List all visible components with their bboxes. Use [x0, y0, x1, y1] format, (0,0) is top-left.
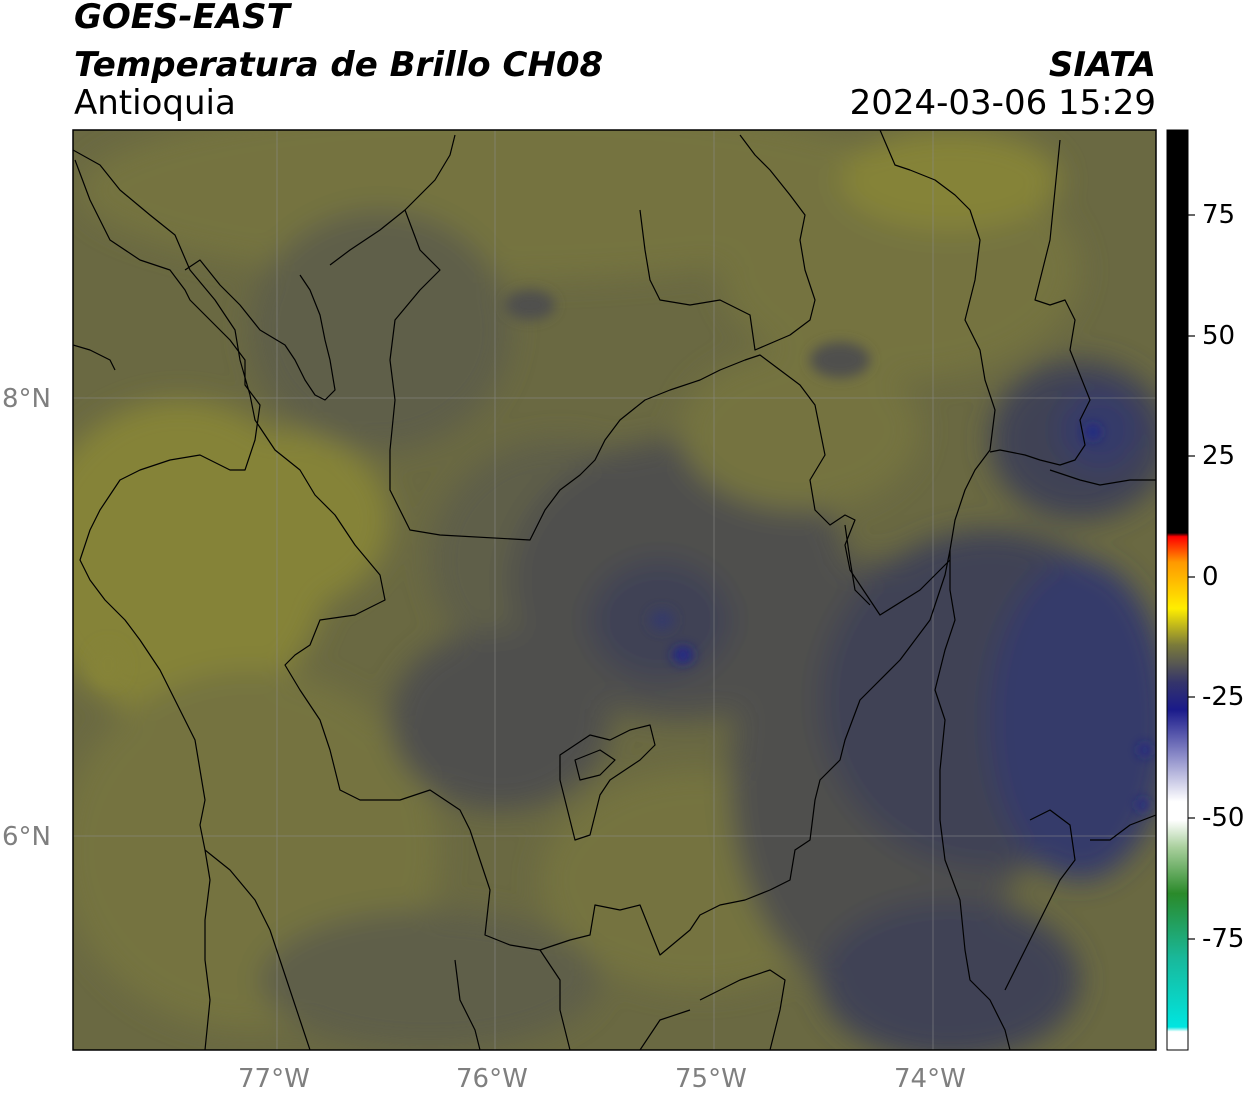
- field-region-6: [250, 210, 510, 450]
- dept-far-east: [989, 139, 1156, 486]
- colorbar-label-minus-75: -75: [1202, 924, 1245, 954]
- colorbar-label-75: 75: [1202, 200, 1236, 230]
- field-region-10: [390, 630, 610, 810]
- title-line-2: Temperatura de Brillo CH08: [74, 45, 604, 85]
- dept-ne: [639, 134, 816, 351]
- coast-west: [74, 159, 261, 1050]
- graticule: [73, 130, 1156, 1050]
- lon-label-74w: 74°W: [894, 1064, 966, 1094]
- field-region-19: [840, 130, 1060, 230]
- datetime-label: 2024-03-06 15:29: [849, 83, 1156, 123]
- administrative-boundaries: [73, 130, 1156, 1050]
- agency-label: SIATA: [1048, 45, 1156, 85]
- lake-dept-right: [844, 524, 871, 606]
- dept-south: [454, 949, 786, 1050]
- map-frame: [72, 129, 1157, 1051]
- colorbar-ticks: [1188, 214, 1195, 940]
- field-region-22: [1086, 425, 1100, 439]
- colorbar: [1166, 129, 1189, 1051]
- colorbar-label-minus-25: -25: [1202, 682, 1245, 712]
- region-label: Antioquia: [74, 83, 236, 123]
- field-region-24: [1137, 799, 1149, 811]
- field-region-25: [650, 610, 674, 630]
- lon-label-77w: 77°W: [238, 1064, 310, 1094]
- temperature-field: [73, 130, 1156, 1050]
- field-region-2: [170, 430, 390, 610]
- coast-north: [329, 134, 456, 266]
- field-region-16: [1060, 390, 1140, 470]
- field-region-18: [680, 350, 920, 510]
- lat-label-6n: 6°N: [2, 822, 51, 852]
- colorbar-label-0: 0: [1202, 562, 1219, 592]
- field-region-23: [1139, 744, 1151, 756]
- field-region-17: [820, 900, 1080, 1050]
- field-region-26: [505, 290, 555, 320]
- lon-label-76w: 76°W: [456, 1064, 528, 1094]
- lon-label-75w: 75°W: [675, 1064, 747, 1094]
- field-region-8: [260, 910, 600, 1050]
- colorbar-label-25: 25: [1202, 441, 1236, 471]
- coastline: [73, 149, 951, 956]
- lat-label-8n: 8°N: [2, 384, 51, 414]
- field-region-27: [810, 342, 870, 378]
- dept-south-east: [1004, 809, 1156, 991]
- dept-north: [389, 209, 951, 616]
- field-region-0: [80, 130, 920, 280]
- river-atrato: [73, 259, 336, 401]
- field-region-20: [90, 643, 126, 687]
- medellin-valley: [559, 724, 656, 841]
- colorbar-label-minus-50: -50: [1202, 803, 1245, 833]
- field-region-15: [990, 560, 1156, 880]
- colorbar-label-50: 50: [1202, 321, 1236, 351]
- field-region-21: [673, 647, 693, 663]
- title-line-1: GOES-EAST: [74, 0, 290, 37]
- sw-river: [204, 849, 311, 1050]
- dept-east: [879, 130, 1011, 1050]
